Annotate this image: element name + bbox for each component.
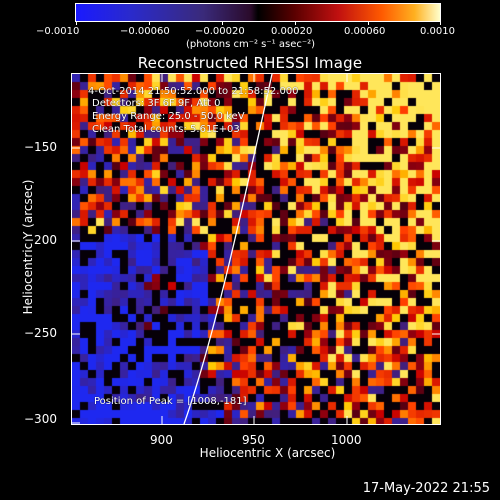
colorbar-label: 0.00020 bbox=[271, 26, 313, 37]
colorbar-tick bbox=[149, 21, 150, 25]
colorbar-label: −0.00060 bbox=[120, 26, 170, 37]
clean-counts-text: Clean Total counts: 5.61E+03 bbox=[92, 124, 240, 135]
detectors-text: Detectors: 3F 6F 9F, Att 0 bbox=[92, 98, 221, 109]
x-tick-label: 950 bbox=[242, 433, 265, 447]
footer-date: 17-May-2022 21:55 bbox=[362, 481, 490, 496]
x-tick-label: 900 bbox=[150, 433, 173, 447]
colorbar-tick bbox=[368, 21, 369, 25]
heatmap-canvas bbox=[72, 74, 440, 424]
energy-range-text: Energy Range: 25.0 - 50.0 keV bbox=[92, 111, 245, 122]
solar-limb-line bbox=[183, 74, 273, 424]
image-title: Reconstructed RHESSI Image bbox=[137, 54, 363, 72]
colorbar-tick bbox=[76, 21, 77, 25]
colorbar-tick bbox=[295, 21, 296, 25]
rhessi-image: 4-Oct-2014 21:50:52.000 to 21:58:52.000 … bbox=[71, 73, 441, 425]
colorbar-tick bbox=[440, 21, 441, 25]
y-axis-label: Heliocentric Y (arcsec) bbox=[21, 179, 35, 315]
y-tick-label: −250 bbox=[24, 326, 57, 340]
colorbar bbox=[75, 3, 441, 22]
peak-position-text: Position of Peak = [1008,-181] bbox=[94, 396, 247, 407]
y-tick-label: −300 bbox=[24, 412, 57, 426]
colorbar-label: 0.00060 bbox=[344, 26, 386, 37]
time-range-text: 4-Oct-2014 21:50:52.000 to 21:58:52.000 bbox=[88, 86, 299, 97]
colorbar-label: −0.0010 bbox=[36, 26, 80, 37]
colorbar-label: 0.0010 bbox=[420, 26, 455, 37]
colorbar-tick bbox=[222, 21, 223, 25]
y-tick-label: −150 bbox=[24, 140, 57, 154]
colorbar-unit: (photons cm⁻² s⁻¹ asec⁻²) bbox=[186, 39, 316, 50]
limb-overlay bbox=[183, 74, 273, 424]
x-tick-label: 1000 bbox=[331, 433, 362, 447]
colorbar-label: −0.00020 bbox=[195, 26, 245, 37]
x-axis-label: Heliocentric X (arcsec) bbox=[199, 446, 336, 460]
y-tick-label: −200 bbox=[24, 233, 57, 247]
